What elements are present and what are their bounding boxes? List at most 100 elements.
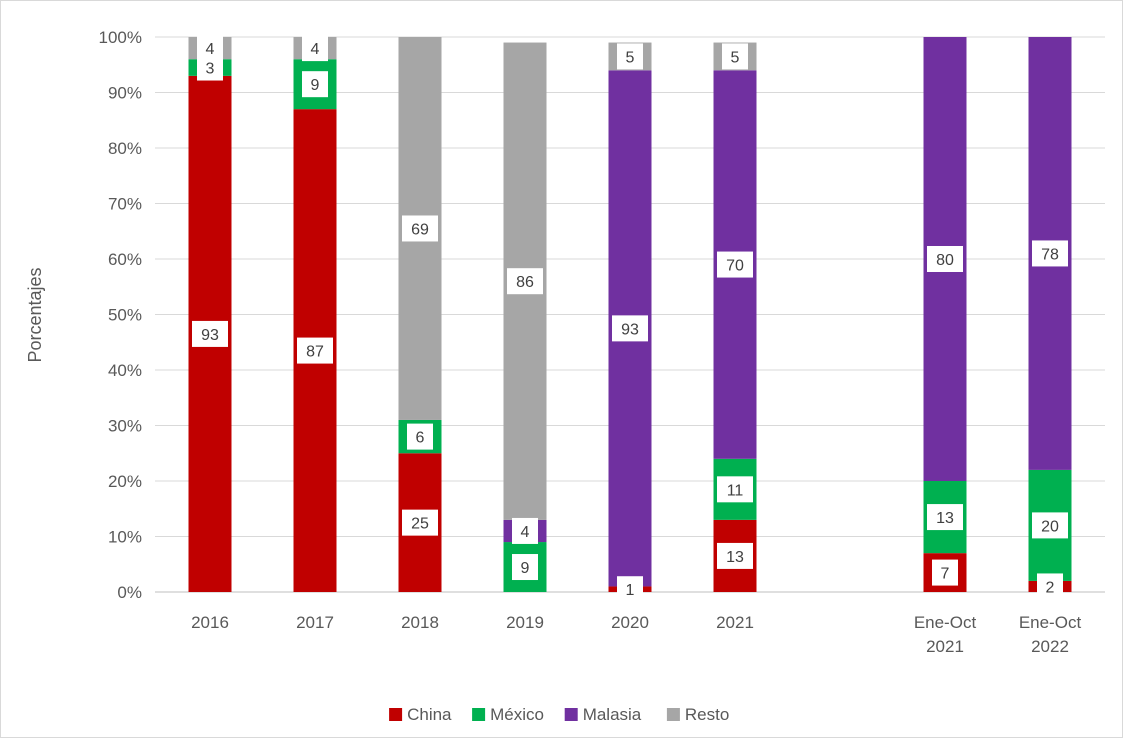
data-label-text: 2 xyxy=(1046,579,1055,596)
data-label-méxico: 13 xyxy=(927,504,963,531)
data-label-text: 4 xyxy=(521,524,530,541)
legend-item-resto: Resto xyxy=(666,705,729,724)
y-tick-label: 10% xyxy=(108,528,142,547)
data-label-box xyxy=(927,246,963,272)
data-label-resto: 86 xyxy=(507,268,543,295)
data-label-text: 4 xyxy=(206,41,215,58)
legend-swatch xyxy=(564,708,578,721)
data-label-china: 2 xyxy=(1037,573,1063,600)
data-label-china: 87 xyxy=(297,337,333,364)
data-label-méxico: 9 xyxy=(302,71,328,98)
legend-item-méxico: México xyxy=(472,705,544,724)
y-axis-title: Porcentajes xyxy=(25,267,45,362)
legend-label: México xyxy=(490,705,544,724)
data-label-china: 1 xyxy=(617,576,643,603)
y-tick-label: 90% xyxy=(108,84,142,103)
data-label-box xyxy=(617,576,643,603)
data-label-text: 70 xyxy=(726,258,744,275)
data-label-text: 5 xyxy=(626,49,635,66)
data-label-text: 9 xyxy=(311,77,320,94)
data-label-text: 69 xyxy=(411,221,429,238)
legend-item-china: China xyxy=(389,705,452,724)
data-label-box xyxy=(932,559,958,586)
data-label-box xyxy=(192,320,228,347)
x-tick-label: 2021 xyxy=(926,637,964,656)
data-label-box xyxy=(512,554,538,581)
data-label-text: 93 xyxy=(621,321,639,338)
data-label-malasia: 70 xyxy=(717,251,753,278)
data-label-box xyxy=(717,251,753,278)
y-tick-label: 80% xyxy=(108,139,142,158)
data-label-méxico: 11 xyxy=(717,476,753,503)
data-label-resto: 5 xyxy=(722,43,748,70)
data-label-text: 5 xyxy=(731,49,740,66)
data-label-box xyxy=(402,215,438,242)
x-tick-label: 2017 xyxy=(296,613,334,632)
data-label-text: 20 xyxy=(1041,518,1059,535)
y-tick-label: 40% xyxy=(108,361,142,380)
legend-label: China xyxy=(407,705,452,724)
data-label-text: 25 xyxy=(411,516,429,533)
data-label-china: 13 xyxy=(717,542,753,569)
data-label-box xyxy=(302,71,328,98)
data-label-méxico: 6 xyxy=(407,423,433,450)
data-label-box xyxy=(507,268,543,295)
x-tick-label: 2021 xyxy=(716,613,754,632)
data-label-text: 87 xyxy=(306,344,324,361)
data-label-text: 1 xyxy=(626,582,635,599)
data-label-box xyxy=(297,337,333,364)
data-label-resto: 4 xyxy=(197,35,223,62)
legend-item-malasia: Malasia xyxy=(564,705,642,724)
data-label-box xyxy=(197,35,223,62)
x-tick-label: 2016 xyxy=(191,613,229,632)
data-label-text: 13 xyxy=(936,510,954,527)
data-label-text: 7 xyxy=(941,566,950,583)
legend-label: Malasia xyxy=(583,705,642,724)
legend-swatch xyxy=(472,708,486,721)
legend-label: Resto xyxy=(685,705,729,724)
data-label-text: 80 xyxy=(936,252,954,269)
y-tick-label: 100% xyxy=(99,28,142,47)
data-label-text: 86 xyxy=(516,274,534,291)
data-label-text: 9 xyxy=(521,560,530,577)
data-label-box xyxy=(717,542,753,569)
data-label-box xyxy=(1032,240,1068,267)
data-label-text: 11 xyxy=(727,482,744,499)
legend-swatch xyxy=(389,708,403,721)
data-label-box xyxy=(407,423,433,450)
data-label-text: 13 xyxy=(726,549,744,566)
y-tick-label: 0% xyxy=(117,583,142,602)
data-label-box xyxy=(722,43,748,70)
x-tick-label: 2020 xyxy=(611,613,649,632)
y-tick-label: 70% xyxy=(108,195,142,214)
data-label-text: 6 xyxy=(416,430,425,447)
x-tick-label: Ene-Oct xyxy=(1019,613,1082,632)
data-label-box xyxy=(612,315,648,342)
y-tick-label: 20% xyxy=(108,472,142,491)
data-label-resto: 4 xyxy=(302,35,328,62)
x-tick-label: Ene-Oct xyxy=(914,613,977,632)
data-label-china: 7 xyxy=(932,559,958,586)
data-label-china: 25 xyxy=(402,509,438,536)
data-label-box xyxy=(302,35,328,62)
data-label-malasia: 93 xyxy=(612,315,648,342)
data-label-resto: 5 xyxy=(617,43,643,70)
data-label-box xyxy=(402,509,438,536)
y-tick-label: 30% xyxy=(108,417,142,436)
data-label-box xyxy=(927,504,963,531)
y-tick-label: 60% xyxy=(108,250,142,269)
data-label-text: 4 xyxy=(311,41,320,58)
legend: China México Malasia Resto xyxy=(389,705,729,724)
data-label-malasia: 4 xyxy=(512,517,538,544)
data-labels: 93 3 4 87 9 4 25 6 69 9 4 86 1 93 5 13 11 70 5 7 13 80 2 20 78 xyxy=(192,35,1068,603)
data-label-box xyxy=(1032,512,1068,539)
data-label-méxico: 20 xyxy=(1032,512,1068,539)
data-label-méxico: 9 xyxy=(512,554,538,581)
legend-swatch xyxy=(666,708,680,721)
data-label-box xyxy=(717,476,753,503)
x-tick-label: 2022 xyxy=(1031,637,1069,656)
data-label-box xyxy=(512,517,538,544)
x-tick-label: 2018 xyxy=(401,613,439,632)
data-label-malasia: 80 xyxy=(927,246,963,272)
